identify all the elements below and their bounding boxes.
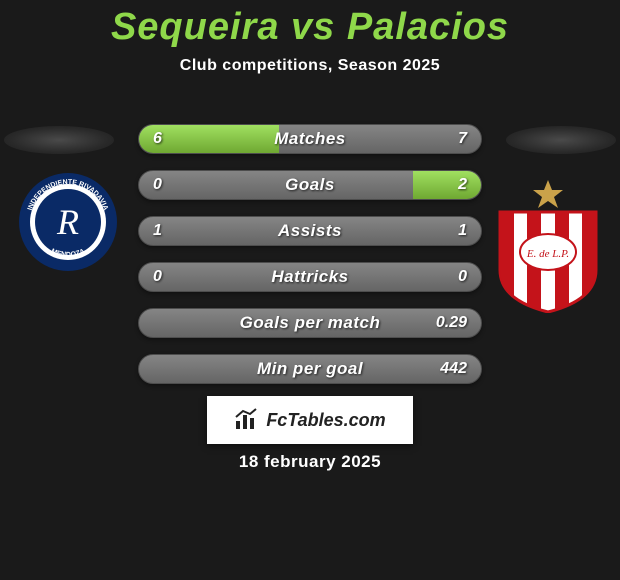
bar-value-right: 0.29 bbox=[436, 309, 467, 337]
stat-row: Goals per match0.29 bbox=[138, 308, 482, 338]
star-icon bbox=[533, 180, 563, 208]
shadow-left bbox=[4, 126, 114, 154]
bar-value-left: 0 bbox=[153, 263, 162, 291]
bar-label: Min per goal bbox=[139, 355, 481, 383]
shadow-right bbox=[506, 126, 616, 154]
stat-row: Hattricks0 0 bbox=[138, 262, 482, 292]
bar-label: Matches bbox=[139, 125, 481, 153]
stat-row: Min per goal442 bbox=[138, 354, 482, 384]
bar-value-right: 442 bbox=[440, 355, 467, 383]
branding-box[interactable]: FcTables.com bbox=[207, 396, 413, 444]
stripe-1 bbox=[500, 212, 514, 313]
bar-label: Assists bbox=[139, 217, 481, 245]
bar-label: Goals per match bbox=[139, 309, 481, 337]
comparison-card: Sequeira vs Palacios Club competitions, … bbox=[0, 0, 620, 580]
bar-value-right: 7 bbox=[458, 125, 467, 153]
crest-right-monogram: E. de L.P. bbox=[526, 248, 569, 260]
team-crest-right: E. de L.P. bbox=[494, 178, 602, 313]
bar-label: Hattricks bbox=[139, 263, 481, 291]
crest-left-monogram: R bbox=[56, 202, 79, 242]
bar-label: Goals bbox=[139, 171, 481, 199]
stat-row: Matches6 7 bbox=[138, 124, 482, 154]
bar-value-right: 0 bbox=[458, 263, 467, 291]
branding-label: FcTables.com bbox=[266, 410, 385, 431]
date-label: 18 february 2025 bbox=[0, 452, 620, 472]
crest-right-svg: E. de L.P. bbox=[494, 178, 602, 313]
stripe-4 bbox=[582, 212, 596, 313]
bar-value-right: 2 bbox=[458, 171, 467, 199]
crest-left-svg: INDEPENDIENTE RIVADAVIA MENDOZA R bbox=[18, 172, 118, 272]
stat-row: Goals0 2 bbox=[138, 170, 482, 200]
subtitle: Club competitions, Season 2025 bbox=[0, 57, 620, 75]
bar-value-left: 0 bbox=[153, 171, 162, 199]
chart-icon bbox=[234, 407, 260, 433]
bar-value-left: 1 bbox=[153, 217, 162, 245]
bar-value-right: 1 bbox=[458, 217, 467, 245]
page-title: Sequeira vs Palacios bbox=[0, 6, 620, 49]
stats-bars: Matches67Goals02Assists11Hattricks00Goal… bbox=[138, 124, 482, 400]
bar-value-left: 6 bbox=[153, 125, 162, 153]
stat-row: Assists1 1 bbox=[138, 216, 482, 246]
team-crest-left: INDEPENDIENTE RIVADAVIA MENDOZA R bbox=[18, 172, 118, 272]
